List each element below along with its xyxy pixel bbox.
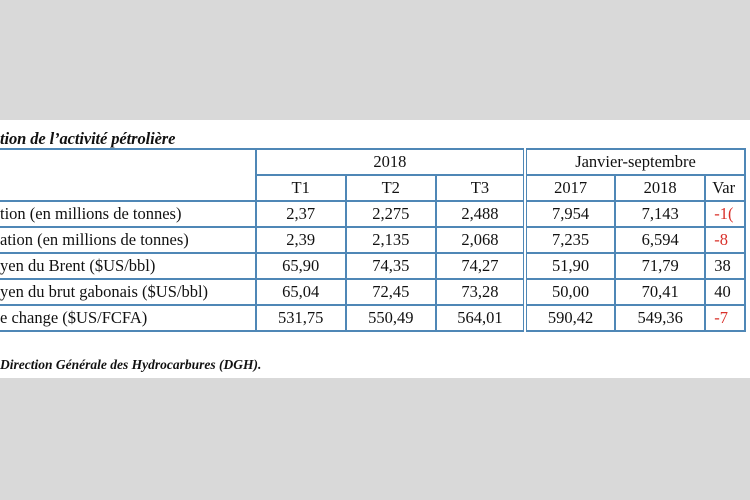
sub-header-2017: 2017 — [522, 174, 617, 202]
row-label: e change ($US/FCFA) — [0, 304, 257, 332]
sub-header-t2: T2 — [344, 174, 437, 202]
sub-header-t3: T3 — [434, 174, 527, 202]
cell-t2: 2,135 — [344, 226, 437, 254]
cell-t2: 2,275 — [344, 200, 437, 228]
table-sub-header-row: T1 T2 T3 2017 2018 Var — [0, 174, 746, 202]
table-row: yen du brut gabonais ($US/bbl) 65,04 72,… — [0, 278, 746, 306]
table-row: ation (en millions de tonnes) 2,39 2,135… — [0, 226, 746, 254]
cell-2017: 51,90 — [522, 252, 617, 280]
cell-t3: 564,01 — [434, 304, 527, 332]
cell-var: -7 — [704, 304, 746, 332]
cell-2018: 70,41 — [614, 278, 707, 306]
cell-t3: 74,27 — [434, 252, 527, 280]
cell-t1: 65,90 — [254, 252, 347, 280]
cell-var: 38 — [704, 252, 746, 280]
row-label: tion (en millions de tonnes) — [0, 200, 257, 228]
cell-2018: 6,594 — [614, 226, 707, 254]
cell-var: -8 — [704, 226, 746, 254]
table-row: tion (en millions de tonnes) 2,37 2,275 … — [0, 200, 746, 228]
cell-var: 40 — [704, 278, 746, 306]
row-label: yen du brut gabonais ($US/bbl) — [0, 278, 257, 306]
sub-header-t1: T1 — [254, 174, 347, 202]
group-header-jan-sep: Janvier-septembre — [523, 148, 746, 176]
cell-2018: 549,36 — [614, 304, 707, 332]
cell-2017: 50,00 — [522, 278, 617, 306]
table-row: yen du Brent ($US/bbl) 65,90 74,35 74,27… — [0, 252, 746, 280]
cell-2017: 7,954 — [522, 200, 617, 228]
sub-header-2018: 2018 — [614, 174, 707, 202]
table-title: tion de l’activité pétrolière — [0, 129, 176, 148]
cell-t1: 65,04 — [254, 278, 347, 306]
cell-2018: 7,143 — [614, 200, 707, 228]
source-note: Direction Générale des Hydrocarbures (DG… — [0, 357, 262, 372]
document-page: tion de l’activité pétrolière 2018 Janvi… — [0, 120, 750, 378]
cell-t1: 2,39 — [254, 226, 347, 254]
sub-header-var: Var — [704, 174, 746, 202]
table-row: e change ($US/FCFA) 531,75 550,49 564,01… — [0, 304, 746, 332]
cell-t3: 73,28 — [434, 278, 527, 306]
oil-activity-table: 2018 Janvier-septembre T1 T2 T3 2017 201… — [0, 148, 746, 332]
cell-t1: 2,37 — [254, 200, 347, 228]
row-label: ation (en millions de tonnes) — [0, 226, 257, 254]
cell-2018: 71,79 — [614, 252, 707, 280]
cell-t3: 2,068 — [434, 226, 527, 254]
cell-2017: 590,42 — [522, 304, 617, 332]
cell-t2: 550,49 — [344, 304, 437, 332]
cell-var: -1( — [704, 200, 746, 228]
cell-t2: 74,35 — [344, 252, 437, 280]
cell-t3: 2,488 — [434, 200, 527, 228]
row-label: yen du Brent ($US/bbl) — [0, 252, 257, 280]
cell-2017: 7,235 — [522, 226, 617, 254]
cell-t1: 531,75 — [254, 304, 347, 332]
group-header-2018: 2018 — [254, 148, 527, 176]
cell-t2: 72,45 — [344, 278, 437, 306]
table-group-header-row: 2018 Janvier-septembre — [0, 148, 746, 202]
label-column-header — [0, 148, 257, 202]
